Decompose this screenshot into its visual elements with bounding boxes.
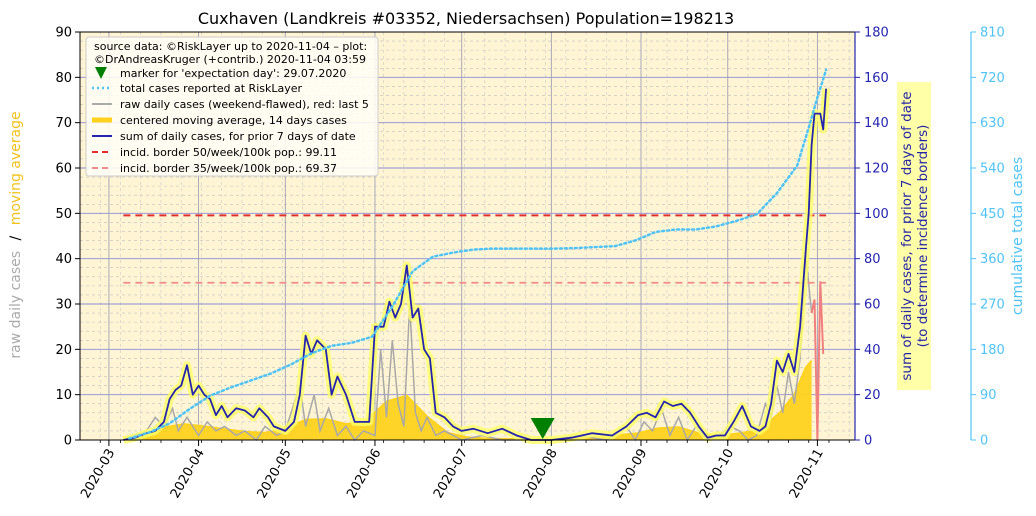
legend-entry-expectation: marker for 'expectation day': 29.07.2020 (120, 67, 346, 80)
y-right2-tick-label: 810 (980, 26, 1005, 41)
chart-title: Cuxhaven (Landkreis #03352, Niedersachse… (198, 9, 734, 28)
ylabel-left-avg: moving average (8, 111, 24, 225)
y-right2-tick-label: 630 (980, 116, 1005, 131)
y-left-tick-label: 0 (64, 434, 72, 449)
y-right2-tick-label: 450 (980, 207, 1005, 222)
ylabel-left-raw: raw daily cases (8, 251, 24, 359)
svg-text:raw daily cases /: raw daily cases / moving average (8, 111, 24, 358)
y-axis-label-right1: sum of daily cases, for prior 7 days of … (897, 82, 931, 390)
y-right2-tick-label: 90 (980, 388, 997, 403)
y-right1-tick-label: 120 (864, 162, 889, 177)
y-right2-tick-label: 270 (980, 298, 1005, 313)
y-right1-tick-label: 80 (864, 252, 881, 267)
y-left-tick-label: 20 (55, 343, 72, 358)
y-right1-tick-label: 20 (864, 388, 881, 403)
y-right1-tick-label: 60 (864, 298, 881, 313)
ylabel-right1-line2: (to determine incidence borders) (915, 125, 931, 348)
legend-entry-total: total cases reported at RiskLayer (120, 82, 303, 95)
y-left-tick-label: 60 (55, 162, 72, 177)
y-right2-tick-label: 720 (980, 71, 1005, 86)
y-left-tick-label: 40 (55, 252, 72, 267)
y-right1-tick-label: 140 (864, 116, 889, 131)
legend-box (85, 36, 379, 177)
legend-source-line1: source data: ©RiskLayer up to 2020-11-04… (94, 40, 367, 53)
y-right1-tick-label: 40 (864, 343, 881, 358)
ylabel-right1-line1: sum of daily cases, for prior 7 days of … (899, 91, 915, 380)
y-left-tick-label: 30 (55, 298, 72, 313)
legend-entry-raw: raw daily cases (weekend-flawed), red: l… (120, 98, 369, 111)
y-right2-tick-label: 0 (980, 434, 988, 449)
legend-entry-ma: centered moving average, 14 days cases (120, 114, 347, 127)
y-right2-tick-label: 540 (980, 162, 1005, 177)
y-left-tick-label: 10 (55, 388, 72, 403)
y-right2-tick-label: 180 (980, 343, 1005, 358)
ylabel-right1-box (897, 82, 931, 390)
sum7-line (123, 88, 827, 441)
y-right1-tick-label: 180 (864, 26, 889, 41)
legend-entry-border35: incid. border 35/week/100k pop.: 69.37 (120, 162, 337, 175)
moving-average-area (123, 360, 812, 440)
legend: source data: ©RiskLayer up to 2020-11-04… (85, 36, 379, 177)
legend-source-line2: ©DrAndreasKruger (+contrib.) 2020-11-04 … (94, 53, 366, 66)
ylabel-left-sep: / (8, 235, 24, 240)
y-left-tick-label: 80 (55, 71, 72, 86)
y-axis-label-right2: cumulative total cases (1010, 157, 1026, 315)
y-left-tick-label: 50 (55, 207, 72, 222)
series-layer (122, 68, 831, 444)
y-axis-label-left: raw daily cases / moving average (8, 111, 24, 358)
y-right1-tick-label: 0 (864, 434, 872, 449)
legend-entry-border50: incid. border 50/week/100k pop.: 99.11 (120, 146, 337, 159)
legend-marker-icon (95, 67, 107, 79)
y-right1-tick-label: 100 (864, 207, 889, 222)
y-left-tick-label: 90 (55, 26, 72, 41)
expectation-day-marker (530, 418, 555, 439)
total-cases-line (127, 68, 828, 440)
y-right1-tick-label: 160 (864, 71, 889, 86)
y-right2-tick-label: 360 (980, 252, 1005, 267)
marker-layer (530, 418, 555, 439)
y-left-tick-label: 70 (55, 116, 72, 131)
legend-entry-sum7: sum of daily cases, for prior 7 days of … (120, 130, 356, 143)
